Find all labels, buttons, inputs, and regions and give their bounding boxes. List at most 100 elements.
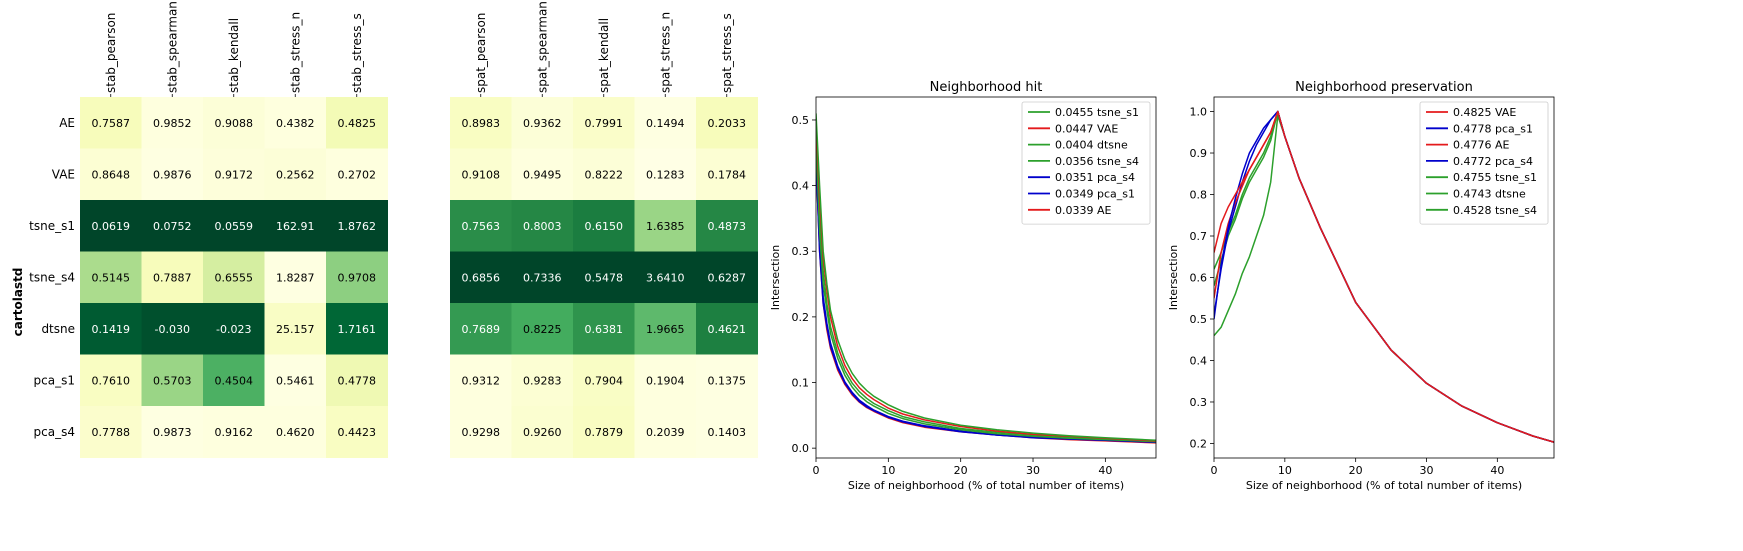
neighborhood-hit-chart: Neighborhood hit Size of neighborhood (% … xyxy=(769,80,1157,492)
heatmap-cell xyxy=(634,406,697,458)
cell-value: 0.7879 xyxy=(585,426,624,439)
heatmap-cell xyxy=(203,148,265,201)
heatmap-cell xyxy=(80,303,142,355)
cell-value: 0.4778 xyxy=(338,374,377,387)
heatmap-cell xyxy=(511,406,574,458)
cell-value: 1.8287 xyxy=(276,271,315,284)
heatmap-cell xyxy=(264,406,327,458)
column-label: spat_stress_s xyxy=(720,13,734,93)
legend-label: 0.4528 tsne_s4 xyxy=(1453,204,1537,217)
cell-value: 0.9162 xyxy=(215,426,254,439)
x-tick-label: 10 xyxy=(881,464,895,477)
cell-value: 0.7904 xyxy=(585,374,624,387)
heatmap-cell xyxy=(634,148,697,201)
cell-value: -0.023 xyxy=(216,323,251,336)
cell-value: 0.9260 xyxy=(523,426,562,439)
cell-value: 0.1784 xyxy=(708,168,747,181)
cell-value: 1.7161 xyxy=(338,323,377,336)
legend-label: 0.0356 tsne_s4 xyxy=(1055,155,1139,168)
column-label: spat_kendall xyxy=(597,18,611,93)
heatmap-cell xyxy=(573,97,635,149)
heatmap-cell xyxy=(203,251,265,304)
heatmap-cell xyxy=(450,251,512,304)
row-label: tsne_s1 xyxy=(29,219,75,233)
heatmap-cell xyxy=(80,200,142,252)
column-label: spat_spearman xyxy=(535,1,549,93)
column-label: stab_stress_n xyxy=(288,12,302,93)
y-tick-label: 0.7 xyxy=(1190,230,1208,243)
cell-value: 0.9852 xyxy=(153,117,192,130)
axes-frame xyxy=(1213,96,1555,459)
heatmap-cell xyxy=(264,303,327,355)
heatmap-cell xyxy=(80,251,142,304)
x-axis-label: Size of neighborhood (% of total number … xyxy=(1246,479,1522,492)
cell-value: 0.9108 xyxy=(462,168,501,181)
legend-label: 0.0455 tsne_s1 xyxy=(1055,106,1139,119)
cell-value: 0.1375 xyxy=(708,374,747,387)
cell-value: 0.7610 xyxy=(92,374,131,387)
cell-value: 0.4382 xyxy=(276,117,315,130)
y-tick-label: 0.3 xyxy=(792,245,810,258)
heatmap-cell xyxy=(264,200,327,252)
x-tick-label: 40 xyxy=(1098,464,1112,477)
heatmap-cell xyxy=(203,303,265,355)
heatmap-cell xyxy=(573,406,635,458)
chart-title: Neighborhood preservation xyxy=(1295,80,1473,95)
cell-value: 0.6555 xyxy=(215,271,254,284)
cell-value: 0.5461 xyxy=(276,374,315,387)
cell-value: 0.1494 xyxy=(646,117,685,130)
y-tick-label: 0.5 xyxy=(1190,313,1208,326)
y-axis-label: Intersection xyxy=(1167,245,1180,310)
cell-value: 0.8648 xyxy=(92,168,131,181)
heatmap-cell xyxy=(634,251,697,304)
y-tick-label: 1.0 xyxy=(1190,106,1208,119)
cell-value: 0.9283 xyxy=(523,374,562,387)
heatmap-cell xyxy=(203,354,265,407)
heatmap-cell xyxy=(326,406,388,458)
heatmap-cell xyxy=(573,148,635,201)
cell-value: 0.7689 xyxy=(462,323,501,336)
series-line xyxy=(1214,110,1554,443)
cell-value: 0.0559 xyxy=(215,220,254,233)
heatmap-cell xyxy=(511,303,574,355)
legend-label: 0.4743 dtsne xyxy=(1453,188,1526,201)
x-tick-label: 30 xyxy=(1420,464,1434,477)
cell-value: 0.5478 xyxy=(585,271,624,284)
legend-box xyxy=(1419,101,1549,225)
column-label: stab_spearman xyxy=(165,1,179,93)
y-axis-label: Intersection xyxy=(769,245,782,310)
row-label: pca_s4 xyxy=(34,425,75,439)
cell-value: 0.8983 xyxy=(462,117,501,130)
legend-label: 0.0404 dtsne xyxy=(1055,139,1128,152)
y-tick-label: 0.4 xyxy=(1190,354,1208,367)
column-label: spat_pearson xyxy=(474,13,488,93)
heatmap-cell xyxy=(450,303,512,355)
x-tick-label: 30 xyxy=(1026,464,1040,477)
cell-value: 0.5145 xyxy=(92,271,131,284)
cell-value: 0.1283 xyxy=(646,168,685,181)
heatmap-cell xyxy=(450,148,512,201)
cell-value: 0.7587 xyxy=(92,117,131,130)
x-tick-label: 10 xyxy=(1278,464,1292,477)
y-tick-label: 0.0 xyxy=(792,442,810,455)
y-tick-label: 0.2 xyxy=(792,311,810,324)
legend-label: 0.0349 pca_s1 xyxy=(1055,188,1135,201)
cell-value: 0.4504 xyxy=(215,374,254,387)
cell-value: 1.6385 xyxy=(646,220,685,233)
cell-value: 0.2033 xyxy=(708,117,747,130)
heatmap-cell xyxy=(80,148,142,201)
heatmap-cell xyxy=(141,406,204,458)
heatmap-cell xyxy=(573,354,635,407)
heatmap-cell xyxy=(141,251,204,304)
heatmap-cell xyxy=(326,97,388,149)
x-tick-label: 20 xyxy=(1349,464,1363,477)
cell-value: 0.6381 xyxy=(585,323,624,336)
heatmap-cell xyxy=(450,200,512,252)
cell-value: 0.9708 xyxy=(338,271,377,284)
cell-value: 0.7887 xyxy=(153,271,192,284)
cell-value: 0.9362 xyxy=(523,117,562,130)
heatmap-cell xyxy=(696,200,758,252)
dataset-label: cartolastd xyxy=(11,268,25,337)
cell-value: 0.6150 xyxy=(585,220,624,233)
x-tick-label: 0 xyxy=(813,464,820,477)
